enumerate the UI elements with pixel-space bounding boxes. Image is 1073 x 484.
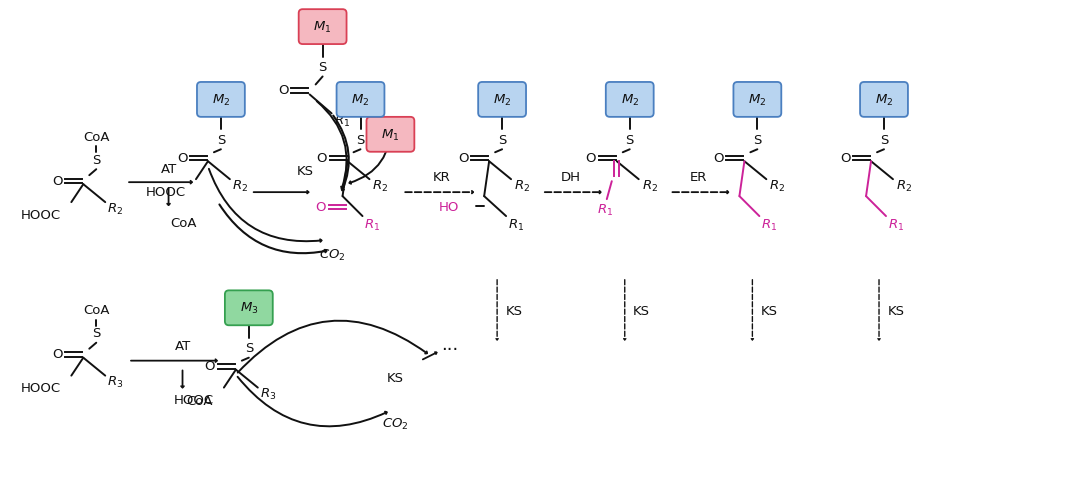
Text: KS: KS xyxy=(633,304,650,317)
Text: $M_2$: $M_2$ xyxy=(351,92,370,108)
Text: $R_2$: $R_2$ xyxy=(642,178,658,193)
Text: $R_2$: $R_2$ xyxy=(107,201,123,216)
FancyBboxPatch shape xyxy=(367,118,414,152)
Text: $R_2$: $R_2$ xyxy=(232,178,248,193)
Text: $CO_2$: $CO_2$ xyxy=(320,247,346,262)
Text: $M_2$: $M_2$ xyxy=(874,92,893,108)
Text: KS: KS xyxy=(761,304,778,317)
Text: HOOC: HOOC xyxy=(146,185,186,198)
FancyBboxPatch shape xyxy=(606,83,653,118)
FancyBboxPatch shape xyxy=(734,83,781,118)
Text: CoA: CoA xyxy=(83,303,109,317)
FancyBboxPatch shape xyxy=(298,10,347,45)
Text: O: O xyxy=(586,151,597,165)
Text: $M_2$: $M_2$ xyxy=(620,92,638,108)
Text: O: O xyxy=(317,151,327,165)
Text: O: O xyxy=(53,348,62,361)
Text: KR: KR xyxy=(432,170,451,183)
Text: HOOC: HOOC xyxy=(174,393,214,406)
Text: CoA: CoA xyxy=(187,394,212,407)
Text: $M_1$: $M_1$ xyxy=(381,127,399,143)
Text: KS: KS xyxy=(887,304,905,317)
Text: $R_1$: $R_1$ xyxy=(597,202,613,217)
Text: O: O xyxy=(205,360,216,372)
Text: CoA: CoA xyxy=(171,216,196,229)
Text: $R_2$: $R_2$ xyxy=(896,178,912,193)
Text: S: S xyxy=(356,134,365,147)
Text: $R_3$: $R_3$ xyxy=(107,374,123,389)
Text: $R_1$: $R_1$ xyxy=(365,217,381,232)
Text: O: O xyxy=(315,200,326,213)
Text: AT: AT xyxy=(175,339,191,352)
FancyBboxPatch shape xyxy=(861,83,908,118)
Text: O: O xyxy=(714,151,723,165)
Text: HOOC: HOOC xyxy=(21,208,61,221)
Text: CoA: CoA xyxy=(83,131,109,143)
Text: HO: HO xyxy=(439,200,459,213)
Text: $M_1$: $M_1$ xyxy=(313,20,332,35)
FancyBboxPatch shape xyxy=(337,83,384,118)
Text: $R_1$: $R_1$ xyxy=(508,217,525,232)
Text: O: O xyxy=(177,151,188,165)
FancyBboxPatch shape xyxy=(197,83,245,118)
Text: HOOC: HOOC xyxy=(21,381,61,394)
Text: S: S xyxy=(753,134,762,147)
Text: $R_3$: $R_3$ xyxy=(260,386,276,401)
Text: ...: ... xyxy=(442,335,459,353)
Text: $M_3$: $M_3$ xyxy=(239,301,259,316)
Text: S: S xyxy=(217,134,225,147)
Text: O: O xyxy=(53,174,62,187)
Text: S: S xyxy=(880,134,888,147)
Text: $R_2$: $R_2$ xyxy=(514,178,530,193)
Text: AT: AT xyxy=(161,162,177,175)
Text: $R_1$: $R_1$ xyxy=(887,217,905,232)
Text: O: O xyxy=(840,151,851,165)
Text: $R_1$: $R_1$ xyxy=(335,114,351,129)
Text: $M_2$: $M_2$ xyxy=(211,92,230,108)
Text: $M_2$: $M_2$ xyxy=(493,92,511,108)
FancyBboxPatch shape xyxy=(225,291,273,326)
Text: $M_2$: $M_2$ xyxy=(748,92,766,108)
Text: S: S xyxy=(92,327,101,340)
Text: $R_1$: $R_1$ xyxy=(761,217,778,232)
Text: S: S xyxy=(626,134,634,147)
Text: KS: KS xyxy=(387,371,403,384)
Text: S: S xyxy=(319,61,327,74)
Text: $R_2$: $R_2$ xyxy=(372,178,388,193)
Text: S: S xyxy=(498,134,506,147)
Text: $R_2$: $R_2$ xyxy=(769,178,785,193)
Text: O: O xyxy=(458,151,469,165)
Text: S: S xyxy=(245,342,253,354)
Text: KS: KS xyxy=(505,304,523,317)
Text: O: O xyxy=(279,84,289,97)
Text: DH: DH xyxy=(561,170,580,183)
FancyBboxPatch shape xyxy=(479,83,526,118)
Text: KS: KS xyxy=(297,165,314,177)
Text: S: S xyxy=(92,153,101,166)
Text: $CO_2$: $CO_2$ xyxy=(382,416,409,431)
Text: ER: ER xyxy=(690,170,707,183)
